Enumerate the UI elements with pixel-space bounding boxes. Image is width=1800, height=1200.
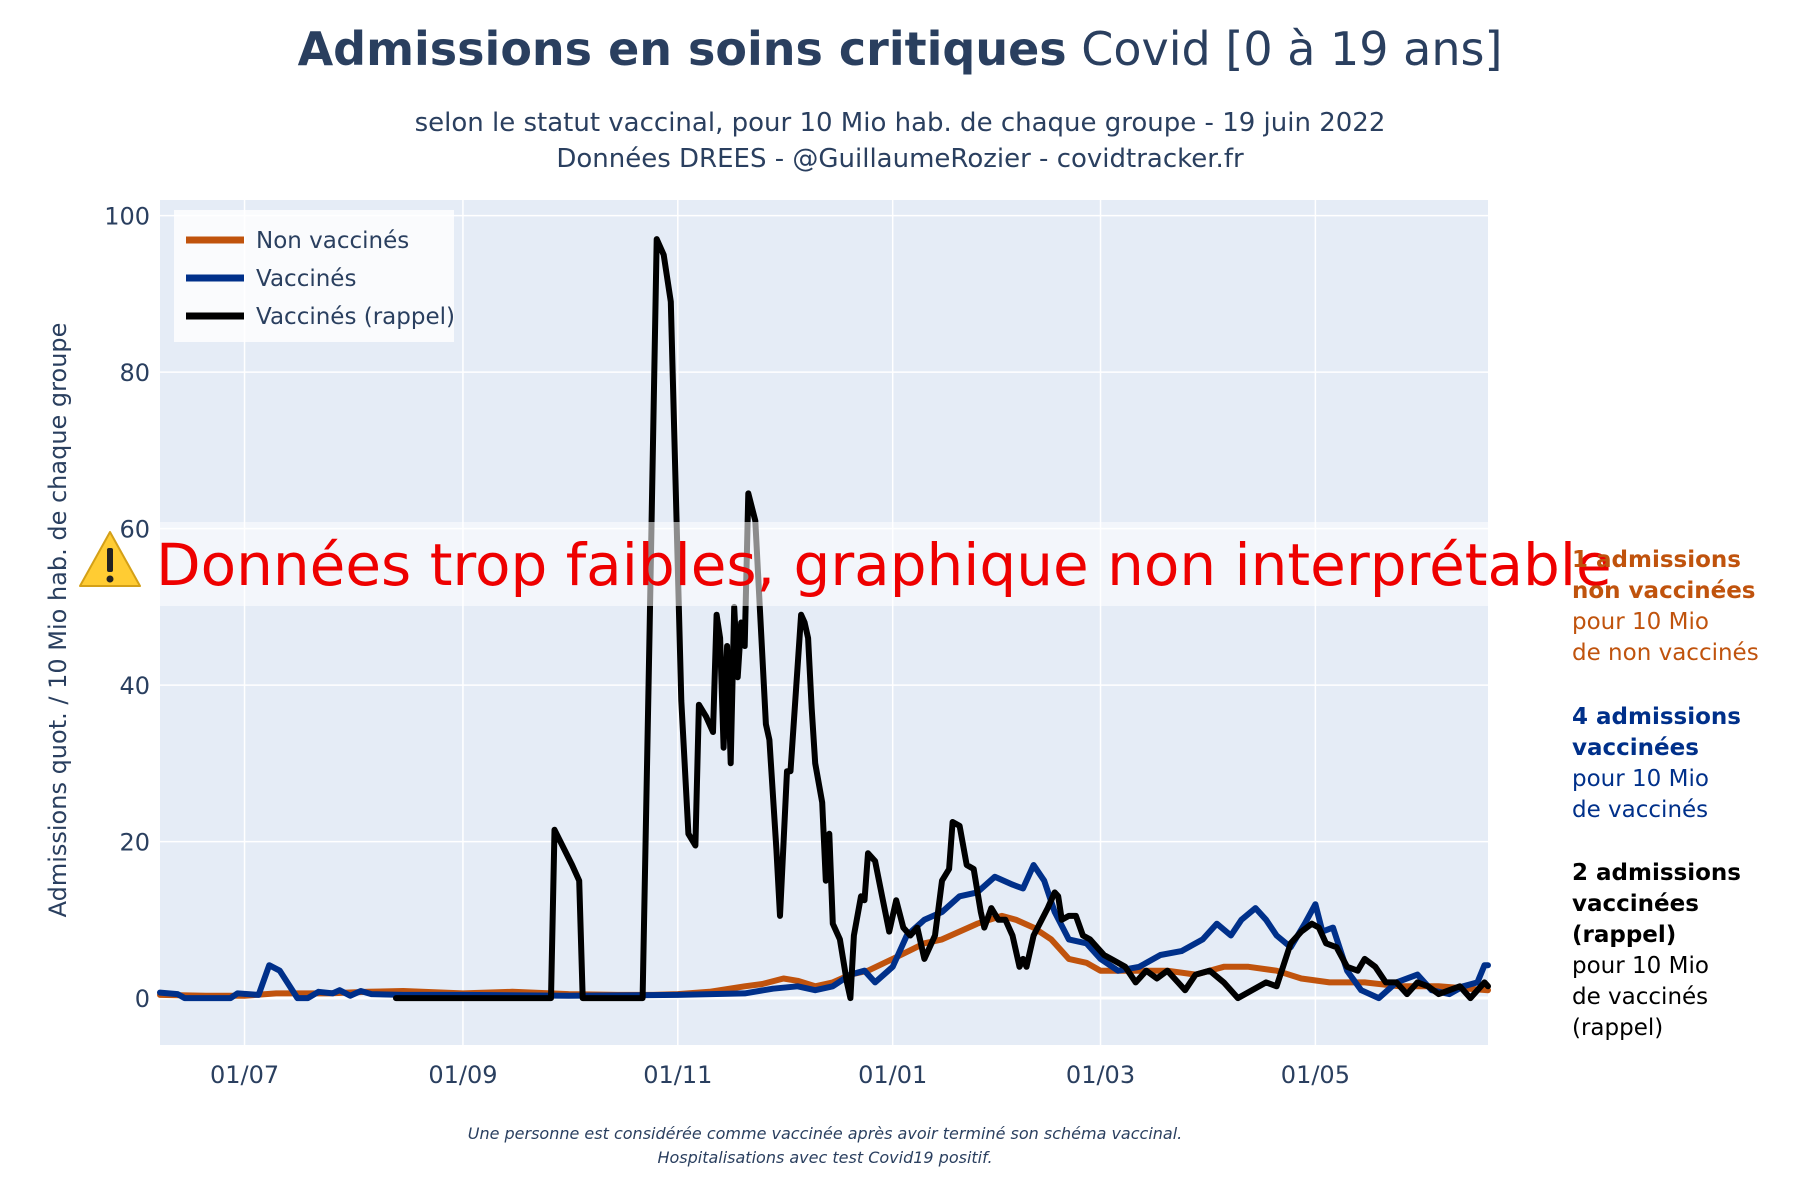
title-bold: Admissions en soins critiques	[297, 22, 1067, 76]
series-group	[157, 236, 1491, 1002]
x-tick-label: 01/07	[210, 1061, 279, 1089]
y-tick-label: 20	[119, 829, 150, 857]
series-line-3	[393, 236, 1491, 1002]
footnote-line-1: Une personne est considérée comme vaccin…	[467, 1124, 1183, 1143]
page-title: Admissions en soins critiques Covid [0 à…	[0, 22, 1800, 76]
legend-entry: Non vaccinés	[256, 228, 409, 254]
y-tick-label: 80	[119, 359, 150, 387]
footnote-line-2: Hospitalisations avec test Covid19 posit…	[657, 1148, 993, 1167]
y-axis-ticks: 0 20 40 60 80 100	[104, 203, 150, 1013]
side-note-3-line-1: pour 10 Mio	[1572, 953, 1709, 979]
subtitle-line-1: selon le statut vaccinal, pour 10 Mio ha…	[414, 108, 1386, 138]
x-axis-ticks: 01/07 01/09 01/11 01/01 01/03 01/05	[210, 1061, 1350, 1089]
side-note-non-vaccines: 1 admissions non vaccinées pour 10 Mio d…	[1572, 545, 1759, 669]
side-note-2-bold-1: 4 admissions	[1572, 704, 1741, 730]
warning-icon	[79, 531, 141, 587]
side-note-vaccines: 4 admissions vaccinées pour 10 Mio de va…	[1572, 702, 1741, 826]
x-tick-label: 01/11	[643, 1061, 712, 1089]
series-line-2	[157, 862, 1491, 1002]
subtitle-line-2: Données DREES - @GuillaumeRozier - covid…	[556, 144, 1244, 174]
warning-band	[160, 522, 1488, 606]
side-note-2-line-2: de vaccinés	[1572, 797, 1709, 823]
side-note-1-bold-1: 1 admissions	[1572, 547, 1741, 573]
side-note-2-line-1: pour 10 Mio	[1572, 766, 1709, 792]
x-tick-label: 01/05	[1281, 1061, 1350, 1089]
side-note-3-bold-2: vaccinées (rappel)	[1572, 891, 1699, 948]
warning-text: Données trop faibles, graphique non inte…	[156, 531, 1612, 599]
legend-entry: Vaccinés	[256, 266, 356, 292]
side-note-1-line-1: pour 10 Mio	[1572, 609, 1709, 635]
y-tick-label: 60	[119, 516, 150, 544]
side-note-1-line-2: de non vaccinés	[1572, 640, 1759, 666]
side-note-2-bold-2: vaccinées	[1572, 735, 1699, 761]
side-note-3-bold-1: 2 admissions	[1572, 860, 1741, 886]
side-note-1-bold-2: non vaccinées	[1572, 578, 1756, 604]
side-note-3-line-2: de vaccinés (rappel)	[1572, 984, 1709, 1041]
y-axis-label: Admissions quot. / 10 Mio hab. de chaque…	[44, 323, 72, 918]
x-tick-label: 01/09	[428, 1061, 497, 1089]
y-tick-label: 0	[135, 985, 150, 1013]
legend-entry: Vaccinés (rappel)	[256, 304, 455, 330]
legend: Non vaccinés Vaccinés Vaccinés (rappel)	[174, 210, 455, 342]
y-tick-label: 100	[104, 203, 150, 231]
x-tick-label: 01/03	[1066, 1061, 1135, 1089]
y-tick-label: 40	[119, 672, 150, 700]
x-tick-label: 01/01	[858, 1061, 927, 1089]
side-note-rappel: 2 admissions vaccinées (rappel) pour 10 …	[1572, 858, 1800, 1044]
title-rest: Covid [0 à 19 ans]	[1081, 22, 1503, 76]
